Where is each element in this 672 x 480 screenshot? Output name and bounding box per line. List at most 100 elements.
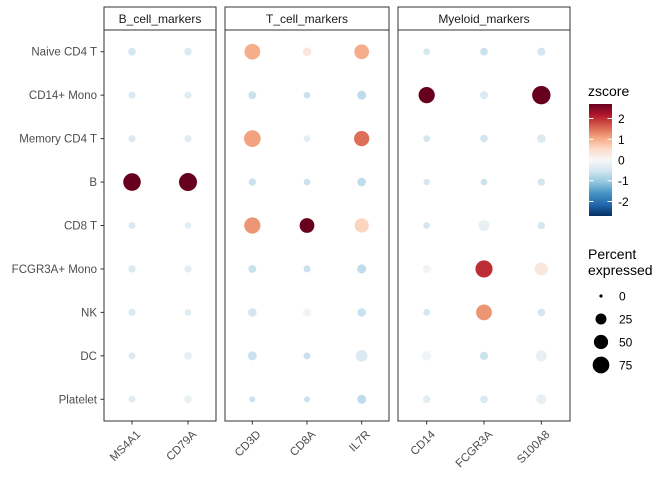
dot-cd3d-cd14-mono	[248, 91, 257, 100]
dot-s100a8-b	[537, 178, 545, 186]
dot-il7r-cd14-mono	[357, 90, 367, 100]
x-tick-label-s100a8: S100A8	[515, 429, 552, 466]
dot-il7r-nk	[357, 308, 366, 317]
x-tick-label-cd79a: CD79A	[165, 429, 200, 464]
dot-s100a8-platelet	[536, 394, 547, 405]
dot-il7r-memory-cd4-t	[354, 130, 370, 147]
zscore-legend-title: zscore	[588, 83, 629, 99]
dot-ms4a1-dc	[128, 352, 136, 360]
dot-ms4a1-nk	[128, 308, 136, 316]
dot-cd14-fcgr3a-mono	[422, 264, 431, 274]
dot-ms4a1-memory-cd4-t	[128, 135, 136, 143]
zscore-legend: zscore 2 1 0 -1 -2	[588, 83, 629, 216]
dot-cd79a-memory-cd4-t	[184, 134, 192, 143]
dot-ms4a1-b	[123, 173, 141, 191]
percent-expressed-legend: Percent expressed 0 25 50 75	[588, 246, 653, 374]
dot-s100a8-naive-cd4-t	[537, 47, 546, 56]
dot-cd3d-naive-cd4-t	[244, 43, 261, 60]
dot-cd8a-naive-cd4-t	[302, 47, 312, 57]
x-tick-label-cd3d: CD3D	[233, 429, 264, 460]
y-tick-label-dc: DC	[80, 351, 97, 363]
x-tick-label-fcgr3a: FCGR3A	[454, 429, 496, 471]
x-tick-label-ms4a1: MS4A1	[108, 429, 143, 464]
facet-label-b-cell-markers: B_cell_markers	[119, 12, 202, 26]
dot-il7r-b	[357, 177, 366, 187]
dot-il7r-platelet	[357, 394, 367, 404]
dot-cd8a-platelet	[304, 396, 310, 403]
dot-fcgr3a-cd8-t	[478, 220, 490, 231]
dot-cd79a-dc	[184, 351, 192, 360]
dot-cd79a-cd14-mono	[184, 91, 192, 99]
dot-ms4a1-naive-cd4-t	[128, 47, 136, 56]
dot-fcgr3a-fcgr3a-mono	[475, 260, 493, 278]
size-legend-dot-50	[593, 334, 609, 350]
dot-il7r-naive-cd4-t	[354, 44, 370, 60]
dot-cd14-nk	[423, 309, 431, 316]
y-tick-label-cd14-mono: CD14+ Mono	[29, 90, 97, 102]
size-legend-title-line-2: expressed	[588, 262, 653, 278]
dot-cd79a-b	[179, 173, 197, 192]
zscore-tick-label: 2	[618, 112, 625, 126]
dot-fcgr3a-nk	[476, 304, 492, 321]
size-legend-dot-0	[599, 294, 603, 298]
dot-cd8a-dc	[303, 352, 311, 360]
zscore-colorbar	[589, 104, 612, 216]
dot-ms4a1-fcgr3a-mono	[128, 265, 136, 273]
dot-il7r-dc	[355, 349, 368, 362]
dot-il7r-cd8-t	[354, 218, 369, 233]
dot-cd14-naive-cd4-t	[423, 48, 431, 56]
dot-cd79a-cd8-t	[184, 222, 192, 229]
x-axis-ticks: MS4A1 CD79A CD3D CD8A IL7R CD14 FCGR3A S100A8	[108, 421, 553, 471]
y-tick-label-platelet: Platelet	[59, 394, 98, 406]
size-legend-label-25: 25	[619, 313, 633, 327]
x-tick-label-cd8a: CD8A	[288, 429, 318, 459]
dots	[123, 43, 551, 405]
dot-cd3d-cd8-t	[244, 217, 261, 234]
dot-fcgr3a-platelet	[480, 395, 488, 404]
dot-s100a8-cd8-t	[537, 221, 545, 230]
size-legend-label-75: 75	[619, 359, 633, 373]
facet-panels: B_cell_markers T_cell_markers Myeloid_mark…	[103, 6, 571, 422]
dot-s100a8-cd14-mono	[532, 85, 551, 105]
x-tick-label-il7r: IL7R	[347, 429, 373, 455]
dot-fcgr3a-b	[480, 178, 488, 186]
dot-cd79a-naive-cd4-t	[184, 47, 192, 56]
dot-cd3d-memory-cd4-t	[243, 130, 261, 147]
dot-s100a8-nk	[537, 308, 546, 317]
y-tick-label-nk: NK	[81, 307, 97, 319]
y-tick-label-memory-cd4-t: Memory CD4 T	[19, 134, 97, 146]
y-axis-ticks: Naive CD4 T CD14+ Mono Memory CD4 T B CD8 T F…	[12, 47, 104, 406]
dot-cd3d-fcgr3a-mono	[248, 265, 257, 273]
dot-cd14-platelet	[422, 395, 431, 404]
zscore-tick-label: -1	[618, 174, 629, 188]
dot-s100a8-memory-cd4-t	[537, 134, 546, 143]
size-legend-title-line-1: Percent	[588, 246, 636, 262]
dot-fcgr3a-dc	[479, 351, 489, 360]
dot-cd3d-dc	[247, 351, 257, 361]
dot-fcgr3a-naive-cd4-t	[480, 47, 488, 56]
dot-cd3d-nk	[248, 308, 257, 317]
dot-cd8a-memory-cd4-t	[303, 135, 311, 142]
dot-cd79a-nk	[184, 309, 192, 316]
y-tick-label-b: B	[89, 177, 97, 189]
dot-cd3d-platelet	[249, 396, 256, 403]
dot-cd14-dc	[421, 351, 432, 361]
facet-label-t-cell-markers: T_cell_markers	[266, 12, 348, 26]
dot-s100a8-dc	[535, 350, 547, 362]
zscore-tick-label: 1	[618, 133, 625, 147]
dot-cd79a-fcgr3a-mono	[184, 265, 192, 273]
zscore-tick-label: -2	[618, 195, 629, 209]
dot-cd3d-b	[248, 178, 256, 186]
dot-ms4a1-cd8-t	[128, 221, 136, 230]
facet-panel-b-cell-markers	[103, 29, 217, 422]
x-tick-label-cd14: CD14	[409, 428, 439, 458]
dot-cd14-cd14-mono	[418, 87, 435, 104]
dot-cd79a-platelet	[184, 395, 192, 404]
y-tick-label-fcgr3a-mono: FCGR3A+ Mono	[12, 264, 97, 276]
dot-cd14-cd8-t	[423, 222, 431, 229]
size-legend-label-50: 50	[619, 336, 633, 350]
dot-cd14-b	[423, 178, 430, 186]
dot-cd14-memory-cd4-t	[423, 135, 431, 142]
dot-ms4a1-platelet	[128, 395, 136, 403]
dot-cd8a-fcgr3a-mono	[303, 265, 311, 273]
